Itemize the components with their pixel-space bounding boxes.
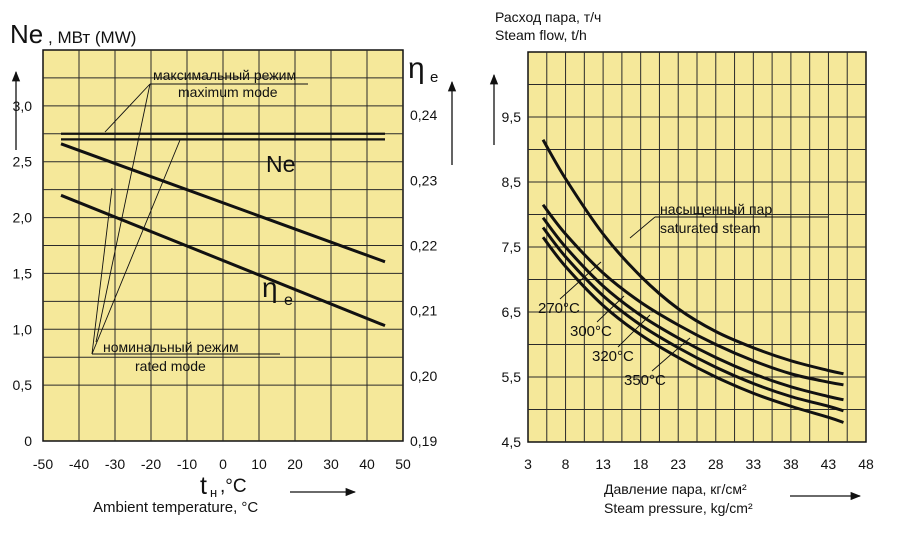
left-y-tick-label: 3,0 (13, 98, 33, 114)
right-y-tick-label: 0,24 (410, 107, 437, 123)
right-y-tick-label: 9,5 (502, 109, 522, 125)
eta-curve-label: η (262, 272, 278, 303)
left-y-tick-label: 1,0 (13, 321, 33, 337)
rated-mode-label-ru: номинальный режим (103, 339, 239, 355)
left-tick-labels: -50 -40 -30 -20 -10 0 10 20 30 40 50 0 0,5 1,0 1,5 2,0 2… (13, 98, 438, 472)
leader-max-eta (95, 83, 151, 343)
left-axis-unit: , МВт (MW) (48, 28, 136, 47)
left-y-tick-label: 1,5 (13, 265, 33, 281)
right-x-tick-label: 18 (633, 456, 649, 472)
x-tick-label: 50 (395, 456, 411, 472)
left-y-tick-label: 0 (24, 433, 32, 449)
label-320: 320°C (592, 348, 634, 365)
steam-curve-4 (541, 236, 844, 424)
right-axis-symbol: η (408, 52, 425, 85)
leader-rated-ne (91, 139, 181, 355)
left-y-tick-label: 0,5 (13, 377, 33, 393)
right-y-tick-label: 0,21 (410, 303, 437, 319)
left-series (60, 132, 386, 328)
x-tick-label: 30 (323, 456, 339, 472)
right-x-tick-label: 43 (821, 456, 837, 472)
label-350: 350°C (624, 372, 666, 389)
steam-curve-1 (541, 203, 844, 387)
left-chart: -50 -40 -30 -20 -10 0 10 20 30 40 50 0 0,5 1,0 1,5 2,0 2… (10, 19, 457, 516)
saturated-leader (629, 216, 656, 239)
eta-curve-subscript: е (284, 292, 293, 309)
x-axis-caption: Ambient temperature, °C (93, 499, 258, 516)
x-tick-label: -20 (141, 456, 161, 472)
x-axis-subscript: н (210, 485, 217, 500)
x-tick-label: 20 (287, 456, 303, 472)
right-title-en: Steam flow, t/h (495, 27, 587, 43)
leader-350 (651, 337, 691, 372)
leader-rated-eta (91, 187, 113, 355)
leader-300 (596, 295, 625, 323)
right-y-tick-label: 0,22 (410, 238, 437, 254)
series-line-rated-eta (60, 193, 386, 328)
saturated-label-ru: насыщенный пар (660, 201, 772, 217)
right-y-tick-label: 7,5 (502, 239, 522, 255)
right-axis-subscript: e (430, 69, 438, 86)
x-axis-symbol: t (200, 472, 207, 500)
right-x-tick-label: 23 (670, 456, 686, 472)
x-tick-label: -50 (33, 456, 53, 472)
label-270: 270°C (538, 300, 580, 317)
right-x-tick-label: 48 (858, 456, 874, 472)
right-tick-labels: 3 8 13 18 23 28 33 38 43 484,55,56,57,58,59,5 (502, 109, 874, 472)
right-x-tick-label: 28 (708, 456, 724, 472)
x-tick-label: 40 (359, 456, 375, 472)
right-x-label-en: Steam pressure, kg/cm² (604, 500, 753, 516)
right-x-tick-label: 3 (524, 456, 532, 472)
right-series (541, 138, 844, 424)
x-tick-label: 10 (251, 456, 267, 472)
right-y-tick-label: 0,20 (410, 368, 437, 384)
ne-curve-label: Nе (266, 151, 295, 177)
right-x-tick-label: 8 (562, 456, 570, 472)
leader-max-ne (104, 83, 151, 133)
right-x-tick-label: 13 (595, 456, 611, 472)
right-y-tick-label: 6,5 (502, 304, 522, 320)
right-title-ru: Расход пара, т/ч (495, 9, 601, 25)
x-tick-label: -10 (177, 456, 197, 472)
x-tick-label: 0 (219, 456, 227, 472)
max-mode-label-ru: максимальный режим (153, 67, 296, 83)
steam-curve-3 (541, 226, 844, 413)
left-y-tick-label: 2,0 (13, 210, 33, 226)
right-y-tick-label: 8,5 (502, 174, 522, 190)
steam-curve-2 (541, 216, 844, 402)
leader-270 (559, 261, 602, 300)
label-300: 300°C (570, 323, 612, 340)
right-y-tick-label: 0,23 (410, 172, 437, 188)
steam-curve-0 (541, 138, 844, 376)
rated-mode-label-en: rated mode (135, 358, 206, 374)
series-line-max-eta (60, 142, 386, 264)
right-y-tick-label: 0,19 (410, 433, 437, 449)
right-x-tick-label: 33 (746, 456, 762, 472)
leader-320 (617, 314, 651, 348)
saturated-label-en: saturated steam (660, 220, 760, 236)
right-chart: 3 8 13 18 23 28 33 38 43 484,55,56,57,58,59,5 Рас… (489, 9, 874, 516)
right-y-tick-label: 5,5 (502, 369, 522, 385)
right-y-tick-label: 4,5 (502, 434, 522, 450)
right-x-tick-label: 38 (783, 456, 799, 472)
right-x-label-ru: Давление пара, кг/см² (604, 481, 747, 497)
left-axis-symbol: Nе (10, 19, 43, 49)
x-axis-unit: ,°C (220, 476, 247, 497)
left-y-tick-label: 2,5 (13, 154, 33, 170)
leader-lines (91, 83, 181, 355)
x-tick-label: -30 (105, 456, 125, 472)
max-mode-label-en: maximum mode (178, 84, 278, 100)
x-tick-label: -40 (69, 456, 89, 472)
